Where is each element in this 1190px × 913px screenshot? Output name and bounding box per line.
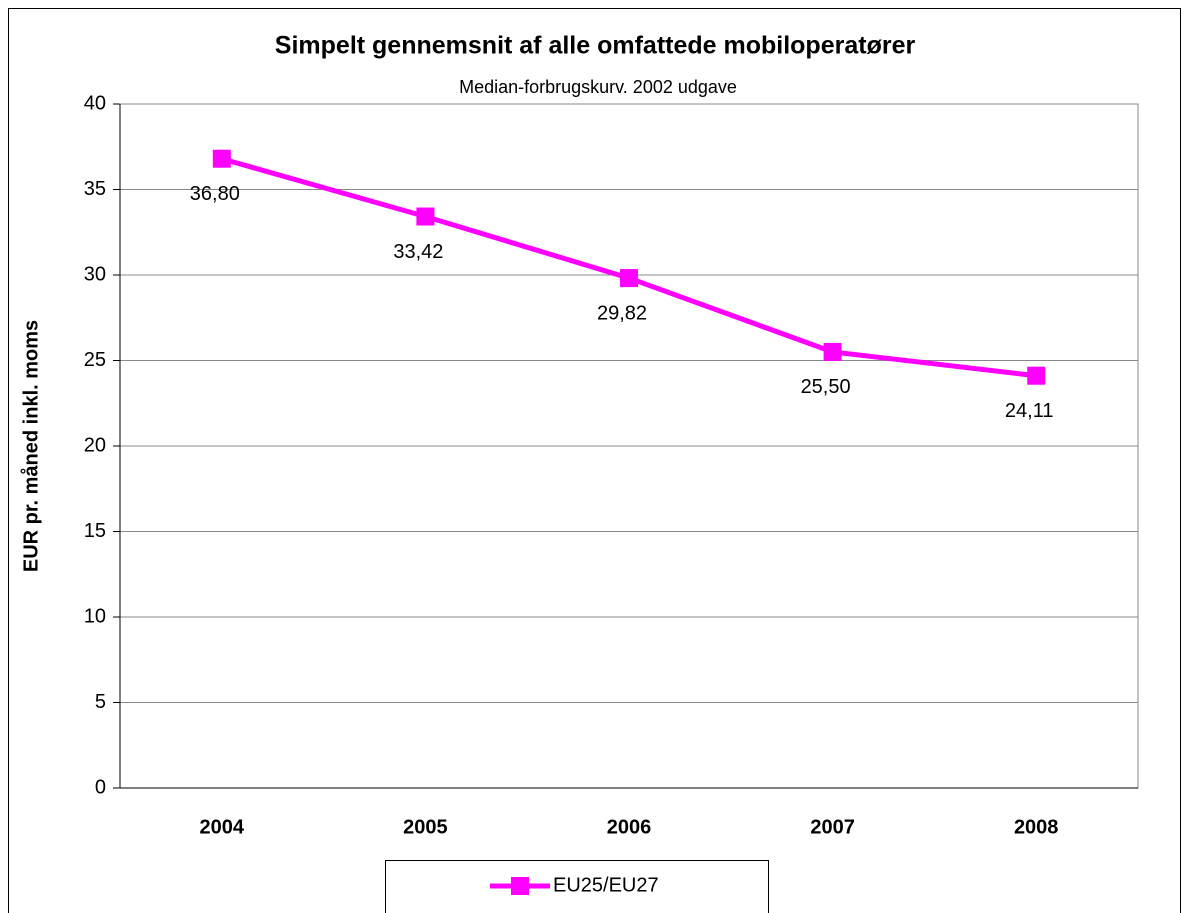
legend-marker [511,877,529,895]
data-label: 25,50 [801,376,851,398]
y-tick-label: 25 [84,349,106,371]
y-tick-label: 40 [84,92,106,114]
chart-frame [8,8,1181,913]
marker [416,207,435,226]
y-tick-label: 0 [95,776,106,798]
y-tick-label: 10 [84,605,106,627]
x-tick-label: 2007 [810,816,855,838]
y-tick-label: 15 [84,520,106,542]
y-tick-label: 20 [84,434,106,456]
marker [212,149,231,168]
marker [823,342,842,361]
chart-title: Simpelt gennemsnit af alle omfattede mob… [275,32,916,60]
y-tick-label: 35 [84,178,106,200]
x-tick-label: 2006 [607,816,652,838]
marker [1027,366,1046,385]
series-line [221,156,1037,379]
data-label: 33,42 [393,241,443,263]
y-tick-label: 5 [95,691,106,713]
x-tick-label: 2005 [403,816,448,838]
y-tick-label: 30 [84,263,106,285]
x-tick-label: 2004 [200,816,245,838]
marker [620,269,638,288]
data-label: 24,11 [1005,400,1054,422]
legend-box [385,860,769,913]
y-axis-label: EUR pr. måned inkl. moms [19,320,42,572]
x-tick-label: 2008 [1014,816,1059,838]
legend-label: EU25/EU27 [553,874,659,896]
chart-subtitle: Median-forbrugskurv. 2002 udgave [459,77,737,97]
data-label: 29,82 [597,302,647,324]
data-label: 36,80 [190,183,240,205]
